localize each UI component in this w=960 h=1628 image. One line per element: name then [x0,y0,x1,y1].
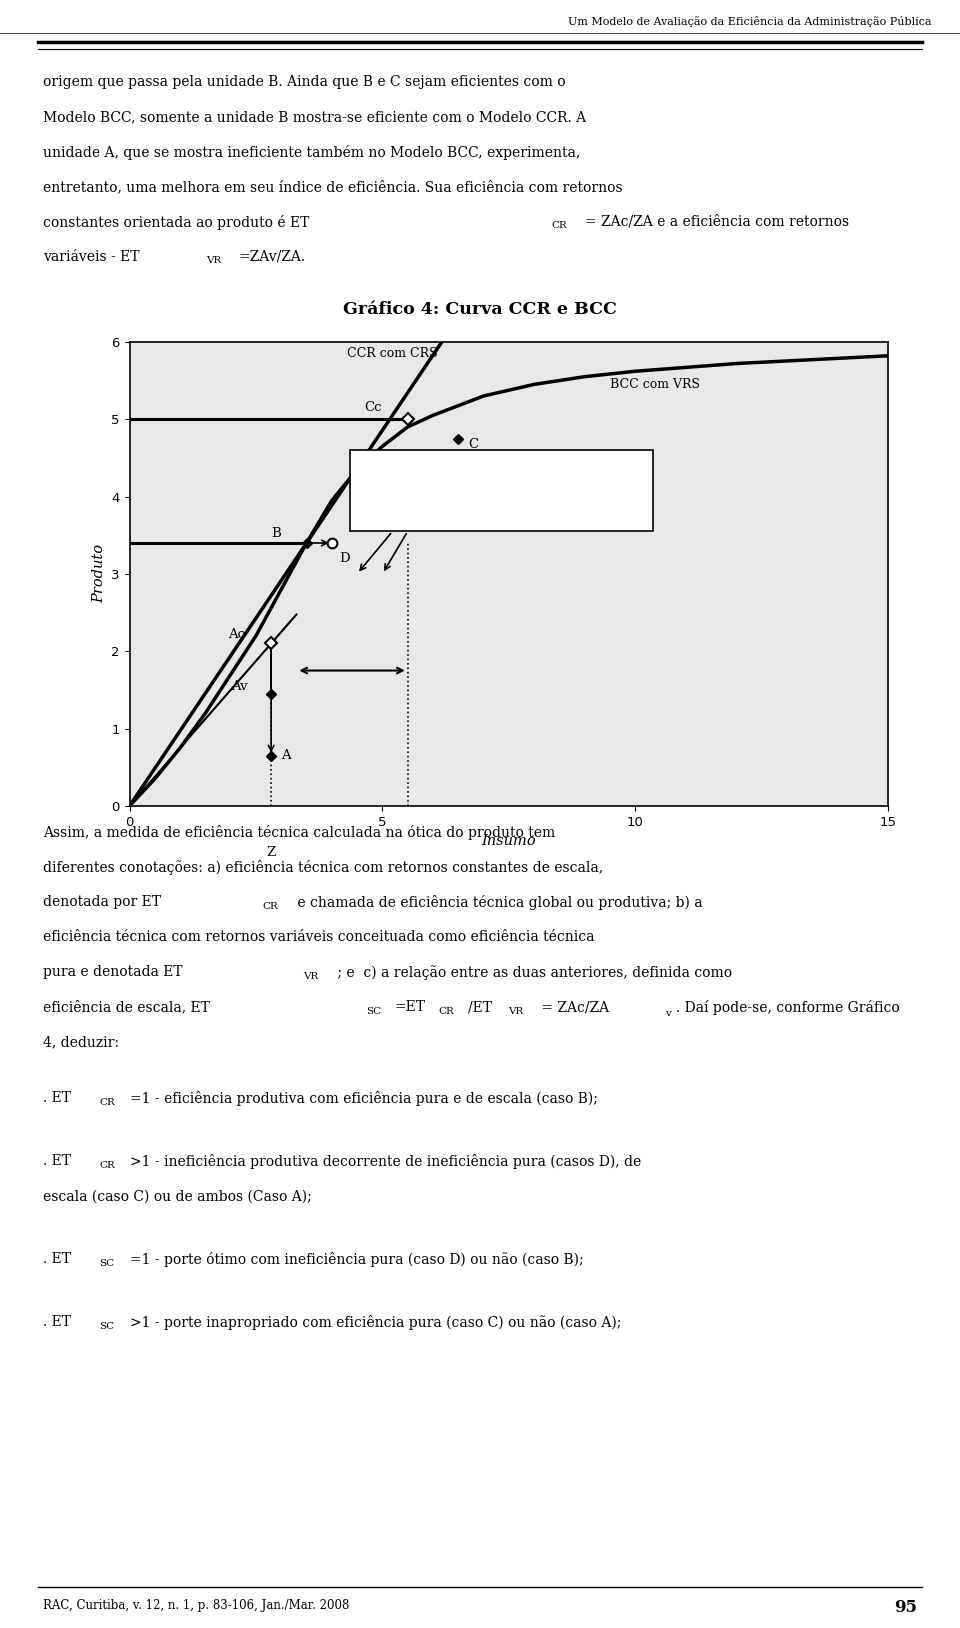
Text: eficiência de escala, ET: eficiência de escala, ET [43,1000,210,1014]
Text: /ET: /ET [468,1000,492,1014]
Text: . ET: . ET [43,1252,71,1267]
Text: Av: Av [230,681,248,694]
Text: A: A [281,749,291,762]
Text: >1 - porte inapropriado com eficiência pura (caso C) ou não (caso A);: >1 - porte inapropriado com eficiência p… [130,1315,621,1330]
Text: eficiência técnica com retornos variáveis conceituada como eficiência técnica: eficiência técnica com retornos variávei… [43,931,594,944]
Text: unidade A, que se mostra ineficiente também no Modelo BCC, experimenta,: unidade A, que se mostra ineficiente tam… [43,145,581,160]
Text: =ZAv/ZA.: =ZAv/ZA. [238,249,305,264]
Text: Cc: Cc [365,402,382,415]
Text: SC: SC [99,1322,114,1332]
Text: CR: CR [262,902,277,912]
Text: diferentes conotações: a) eficiência técnica com retornos constantes de escala,: diferentes conotações: a) eficiência téc… [43,860,603,876]
Text: . ET: . ET [43,1315,71,1330]
Text: B: B [271,527,281,540]
Text: CCR com CRS: CCR com CRS [348,347,438,360]
Text: SC: SC [366,1006,381,1016]
Text: =ET: =ET [395,1000,425,1014]
Text: . ET: . ET [43,1091,71,1105]
Text: escala (caso C) ou de ambos (Caso A);: escala (caso C) ou de ambos (Caso A); [43,1190,312,1203]
Text: denotada por ET: denotada por ET [43,895,161,910]
Y-axis label: Produto: Produto [92,544,106,604]
X-axis label: Insumo: Insumo [482,834,536,848]
Text: Modelo BCC, somente a unidade B mostra-se eficiente com o Modelo CCR. A: Modelo BCC, somente a unidade B mostra-s… [43,111,587,124]
Text: Assim, a medida de eficiência técnica calculada na ótica do produto tem: Assim, a medida de eficiência técnica ca… [43,825,556,840]
Text: CR: CR [99,1161,114,1171]
Text: =1 - porte ótimo com ineficiência pura (caso D) ou não (caso B);: =1 - porte ótimo com ineficiência pura (… [130,1252,584,1268]
Text: = ZAc/ZA: = ZAc/ZA [537,1000,609,1014]
Text: pura e denotada ET: pura e denotada ET [43,965,182,980]
Text: 4, deduzir:: 4, deduzir: [43,1035,119,1050]
Text: Constantes: Constantes [362,500,433,513]
Text: BCC com VRS: BCC com VRS [610,378,700,391]
FancyBboxPatch shape [349,451,653,531]
Text: . ET: . ET [43,1154,71,1169]
Text: e chamada de eficiência técnica global ou produtiva; b) a: e chamada de eficiência técnica global o… [293,895,703,910]
Text: CR: CR [99,1097,114,1107]
Text: Gráfico 4: Curva CCR e BCC: Gráfico 4: Curva CCR e BCC [343,301,617,317]
Text: Ac: Ac [228,628,245,641]
Text: >1 - ineficiência produtiva decorrente de ineficiência pura (casos D), de: >1 - ineficiência produtiva decorrente d… [130,1154,641,1169]
Text: =1 - eficiência produtiva com eficiência pura e de escala (caso B);: =1 - eficiência produtiva com eficiência… [130,1091,597,1107]
Text: . Daí pode-se, conforme Gráfico: . Daí pode-se, conforme Gráfico [676,1000,900,1016]
Text: entretanto, uma melhora em seu índice de eficiência. Sua eficiência com retornos: entretanto, uma melhora em seu índice de… [43,181,623,194]
Text: constantes orientada ao produto é ET: constantes orientada ao produto é ET [43,215,309,230]
Text: = ZAc/ZA e a eficiência com retornos: = ZAc/ZA e a eficiência com retornos [585,215,849,230]
Text: ; e  c) a relação entre as duas anteriores, definida como: ; e c) a relação entre as duas anteriore… [333,965,732,980]
Text: RAC, Curitiba, v. 12, n. 1, p. 83-106, Jan./Mar. 2008: RAC, Curitiba, v. 12, n. 1, p. 83-106, J… [43,1599,349,1612]
Text: Z: Z [267,847,276,860]
Text: VR: VR [303,972,319,982]
Text: CR: CR [439,1006,454,1016]
Text: C: C [468,438,478,451]
Text: variáveis - ET: variáveis - ET [43,249,140,264]
Text: v: v [665,1008,671,1018]
Text: CR: CR [551,221,566,231]
Text: SC: SC [99,1258,114,1268]
Text: Zona de Retornos: Zona de Retornos [362,462,474,475]
Text: 95: 95 [894,1599,917,1615]
Text: Um Modelo de Avaliação da Eficiência da Administração Pública: Um Modelo de Avaliação da Eficiência da … [567,16,931,28]
Text: VR: VR [206,256,222,265]
Text: D: D [340,552,350,565]
Text: VR: VR [508,1006,523,1016]
Text: origem que passa pela unidade B. Ainda que B e C sejam eficientes com o: origem que passa pela unidade B. Ainda q… [43,75,565,90]
